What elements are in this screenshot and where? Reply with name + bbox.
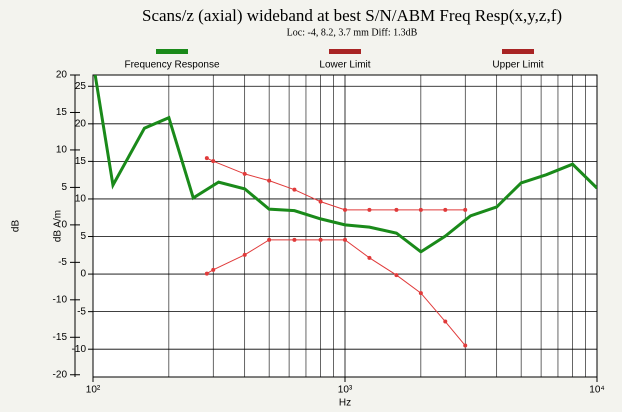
series-layer [93,75,597,348]
point [318,237,323,242]
y2-tick-label: 5 [80,231,86,242]
y2-tick-label: 0 [80,269,86,280]
y-tick-label: 20 [56,70,68,81]
point [418,207,423,212]
series-line [206,157,466,211]
point [292,237,297,242]
y-tick-label: 10 [56,145,68,156]
point [204,156,209,161]
series-line [93,75,597,254]
point [463,207,468,212]
legend-label: Lower Limit [319,60,370,71]
point [318,199,323,204]
point [267,178,272,183]
y2-tick-label: -10 [72,344,87,355]
series-line [206,239,466,346]
x-tick-label: 10³ [338,385,353,396]
legend-label: Frequency Response [124,60,219,71]
y-axis-label: dB [11,220,22,233]
y-tick-label: -10 [53,294,68,305]
y-tick-label: -20 [53,369,68,380]
point [463,343,468,348]
point [418,291,423,296]
y2-tick-label: 20 [75,118,87,129]
legend-swatch [329,49,361,54]
point [211,267,216,272]
y2-tick-label: -5 [77,306,86,317]
y2-axis-label: dB A/m [53,210,64,242]
y-tick-label: 5 [61,182,67,193]
y-tick-label: 0 [61,220,67,231]
point [343,237,347,242]
y2-tick-label: 15 [75,156,87,167]
point [242,171,247,176]
point [211,159,216,164]
legend-label: Upper Limit [492,60,543,71]
y2-tick-label: 10 [75,194,87,205]
y-tick-label: -15 [53,332,68,343]
y2-tick-label: 25 [75,81,87,92]
legend-swatch [156,49,188,54]
point [343,207,347,212]
point [367,255,372,260]
y-tick-label: 15 [56,107,68,118]
point [394,273,399,278]
point [443,319,448,324]
chart-title: Scans/z (axial) wideband at best S/N/ABM… [142,6,562,25]
point [242,252,247,257]
chart-subtitle: Loc: -4, 8.2, 3.7 mm Diff: 1.3dB [287,27,418,38]
point [292,187,297,192]
legend-swatch [502,49,534,54]
x-axis-label: Hz [339,398,351,409]
point [204,271,209,276]
y-tick-label: -5 [58,257,67,268]
point [267,237,272,242]
point [367,207,372,212]
point [394,207,399,212]
x-tick-label: 10⁴ [589,385,604,396]
point [443,207,448,212]
x-tick-label: 10² [86,385,101,396]
